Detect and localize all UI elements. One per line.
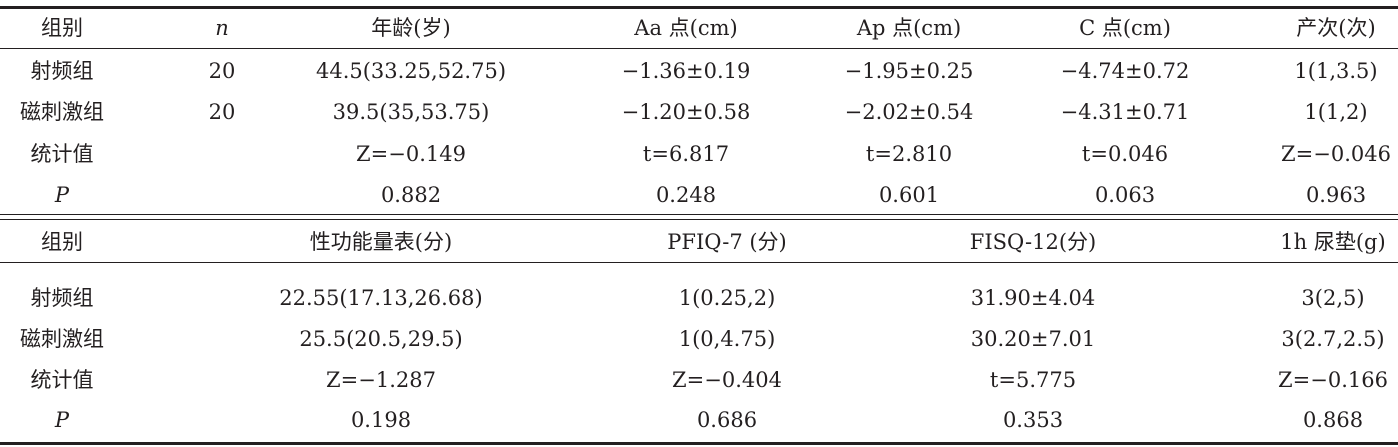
table2-cell: 30.20±7.01 <box>970 327 1096 351</box>
table1-cell: Z=−0.046 <box>1281 142 1391 166</box>
table1-cell: −4.74±0.72 <box>1060 59 1190 83</box>
table2-cell: 3(2,5) <box>1301 286 1365 310</box>
table2-cell: 0.868 <box>1302 408 1364 432</box>
table2-header-pad-test: 1h 尿垫(g) <box>1280 230 1386 254</box>
table2-cell: 3(2.7,2.5) <box>1281 327 1385 351</box>
table1-cell: P <box>54 183 70 207</box>
header-rule-1 <box>0 48 1398 49</box>
table1-cell: −1.20±0.58 <box>621 100 751 124</box>
table1-cell: 1(1,3.5) <box>1294 59 1378 83</box>
table1-cell: t=0.046 <box>1081 142 1169 166</box>
table2-header-group: 组别 <box>41 230 83 254</box>
table1-row-rf: 射频组 20 44.5(33.25,52.75) −1.36±0.19 −1.9… <box>0 50 1398 92</box>
table2-cell: t=5.775 <box>989 368 1077 392</box>
table2-header-sexual-function: 性功能量表(分) <box>309 230 453 254</box>
table2-header-row: 组别 性功能量表(分) PFIQ-7 (分) FISQ-12(分) 1h 尿垫(… <box>0 221 1398 263</box>
table1-cell: −2.02±0.54 <box>844 100 974 124</box>
table1-cell: t=6.817 <box>642 142 730 166</box>
table1-header-c: C 点(cm) <box>1079 16 1171 40</box>
table1-row-magnetic: 磁刺激组 20 39.5(35,53.75) −1.20±0.58 −2.02±… <box>0 91 1398 133</box>
table1-cell: Z=−0.149 <box>356 142 466 166</box>
table1-header-aa: Aa 点(cm) <box>634 16 738 40</box>
table2-cell: Z=−0.404 <box>672 368 782 392</box>
table2-cell: 25.5(20.5,29.5) <box>299 327 463 351</box>
table1-header-age: 年龄(岁) <box>371 16 451 40</box>
table2-cell: Z=−1.287 <box>326 368 436 392</box>
table2-cell: 22.55(17.13,26.68) <box>279 286 483 310</box>
table2-row-rf: 射频组 22.55(17.13,26.68) 1(0.25,2) 31.90±4… <box>0 277 1398 319</box>
table1-cell: 44.5(33.25,52.75) <box>315 59 507 83</box>
table1-cell: −4.31±0.71 <box>1060 100 1190 124</box>
header-rule-2 <box>0 262 1398 263</box>
table2-row-magnetic: 磁刺激组 25.5(20.5,29.5) 1(0,4.75) 30.20±7.0… <box>0 318 1398 360</box>
table1-cell: 1(1,2) <box>1304 100 1368 124</box>
table1-cell: 0.248 <box>655 183 717 207</box>
top-rule <box>0 6 1398 9</box>
table2-row-p: P 0.198 0.686 0.353 0.868 <box>0 399 1398 441</box>
table2-cell: 统计值 <box>30 368 94 392</box>
middle-rule-a <box>0 214 1398 215</box>
table2-cell: P <box>54 408 70 432</box>
table2-cell: 1(0,4.75) <box>678 327 776 351</box>
table2-cell: 0.353 <box>1002 408 1064 432</box>
table1-cell: 20 <box>208 59 236 83</box>
table2-cell: 31.90±4.04 <box>970 286 1096 310</box>
table1-cell: −1.95±0.25 <box>844 59 974 83</box>
bottom-rule <box>0 442 1398 445</box>
table1-cell: 统计值 <box>30 142 94 166</box>
table1-header-ap: Ap 点(cm) <box>856 16 962 40</box>
table1-cell: 射频组 <box>30 59 94 83</box>
table1-header-n: n <box>215 16 229 40</box>
table1-cell: 磁刺激组 <box>20 100 104 124</box>
table1-header-group: 组别 <box>41 16 83 40</box>
table1-row-p: P 0.882 0.248 0.601 0.063 0.963 <box>0 174 1398 216</box>
table1-cell: 39.5(35,53.75) <box>332 100 490 124</box>
table1-cell: 0.063 <box>1094 183 1156 207</box>
table2-cell: 0.198 <box>350 408 412 432</box>
table2-cell: 射频组 <box>30 286 94 310</box>
table1-cell: t=2.810 <box>865 142 953 166</box>
table1-header-parity: 产次(次) <box>1296 16 1376 40</box>
table1-cell: 0.963 <box>1305 183 1367 207</box>
table2-cell: Z=−0.166 <box>1278 368 1388 392</box>
table1-cell: 0.882 <box>380 183 442 207</box>
table1-cell: 20 <box>208 100 236 124</box>
table2-row-statistic: 统计值 Z=−1.287 Z=−0.404 t=5.775 Z=−0.166 <box>0 359 1398 401</box>
table1-header-row: 组别 n 年龄(岁) Aa 点(cm) Ap 点(cm) C 点(cm) 产次(… <box>0 7 1398 49</box>
table2-header-fisq12: FISQ-12(分) <box>969 230 1097 254</box>
table1-row-statistic: 统计值 Z=−0.149 t=6.817 t=2.810 t=0.046 Z=−… <box>0 133 1398 175</box>
table2-cell: 1(0.25,2) <box>678 286 776 310</box>
middle-rule-b <box>0 219 1398 220</box>
table2-header-pfiq7: PFIQ-7 (分) <box>667 230 787 254</box>
table2-cell: 0.686 <box>696 408 758 432</box>
table1-cell: −1.36±0.19 <box>621 59 751 83</box>
table2-cell: 磁刺激组 <box>20 327 104 351</box>
table1-cell: 0.601 <box>878 183 940 207</box>
